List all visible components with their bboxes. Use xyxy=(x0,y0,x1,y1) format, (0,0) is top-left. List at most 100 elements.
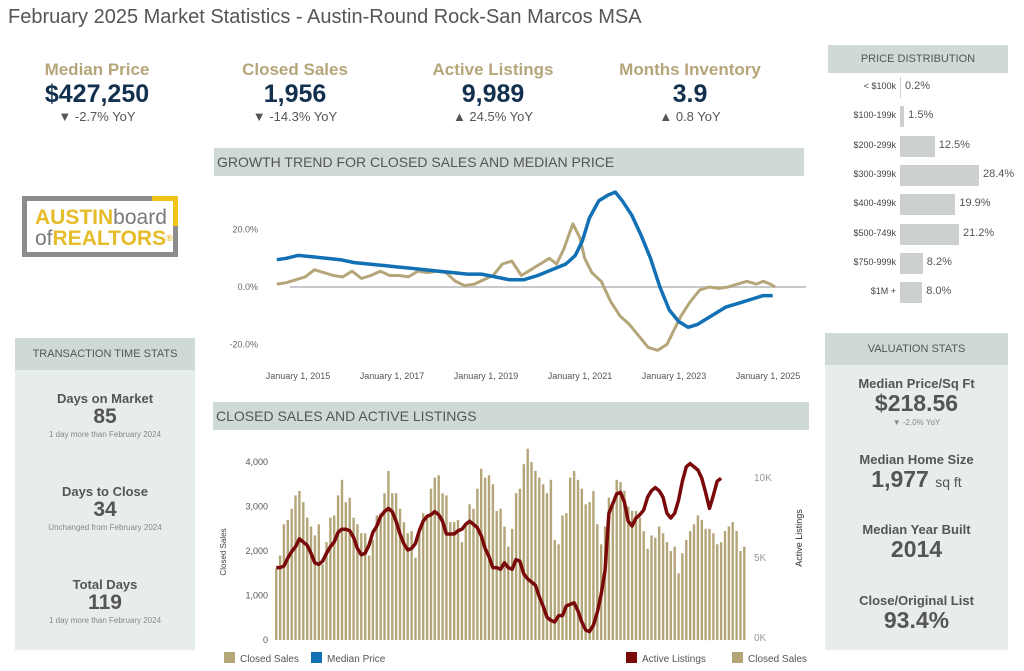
kpi-active-listings: Active Listings 9,989 ▲ 24.5% YoY xyxy=(393,60,593,124)
legend-label: Closed Sales xyxy=(748,654,807,665)
bar-closed-sales xyxy=(576,479,580,640)
bar-closed-sales xyxy=(391,493,394,640)
legend-label: Median Price xyxy=(327,654,386,665)
price-distribution-row: $1M + 8.0% xyxy=(828,282,1008,304)
stat-label: Median Price/Sq Ft xyxy=(858,376,975,391)
bar-closed-sales xyxy=(669,551,672,640)
distribution-bar xyxy=(900,282,923,304)
logo-text: board xyxy=(113,206,167,229)
distribution-bar xyxy=(900,252,923,274)
bar-closed-sales xyxy=(654,537,657,640)
price-distribution-row: $400-499k 19.9% xyxy=(828,194,1008,216)
bar-closed-sales xyxy=(739,551,742,640)
bar-closed-sales xyxy=(681,553,684,640)
kpi-value: $427,250 xyxy=(44,80,150,108)
bar-closed-sales xyxy=(394,493,398,640)
bar-closed-sales xyxy=(313,535,317,640)
stat-median-year-built: Median Year Built 2014 xyxy=(825,522,1008,562)
kpi-label: Closed Sales xyxy=(242,60,348,79)
kpi-median-price: Median Price $427,250 ▼ -2.7% YoY xyxy=(0,60,197,124)
stat-label: Median Home Size xyxy=(859,452,974,467)
austin-board-of-realtors-logo: AUSTINboard ofREALTORS® xyxy=(22,196,178,257)
bar-closed-sales xyxy=(638,517,642,640)
bar-closed-sales xyxy=(464,526,467,640)
stat-median-price-sqft: Median Price/Sq Ft $218.56 ▼ -2.0% YoY xyxy=(825,376,1008,427)
y2-tick-label: 0K xyxy=(754,633,767,644)
bar-closed-sales xyxy=(646,548,649,640)
bar-closed-sales xyxy=(549,479,553,640)
stat-value: 34 xyxy=(93,498,117,521)
distribution-bar xyxy=(900,164,979,186)
distribution-bar xyxy=(900,194,956,216)
bar-closed-sales xyxy=(402,522,406,640)
kpi-months-inventory: Months Inventory 3.9 ▲ 0.8 YoY xyxy=(590,60,790,124)
bar-closed-sales xyxy=(472,508,475,640)
category-label: $1M + xyxy=(870,286,896,297)
bar-closed-sales xyxy=(282,524,286,640)
bar-closed-sales xyxy=(329,517,332,640)
bar-closed-sales xyxy=(367,555,371,640)
stat-unit: sq ft xyxy=(935,474,962,490)
y2-axis-label: Active Listings xyxy=(794,509,804,567)
bar-closed-sales xyxy=(596,524,599,640)
bar-closed-sales xyxy=(336,495,340,640)
stat-value: 93.4% xyxy=(883,607,950,633)
bar-closed-sales xyxy=(727,526,731,640)
category-label: $400-499k xyxy=(853,198,896,209)
category-label: $750-999k xyxy=(853,256,896,267)
kpi-change: ▲ 24.5% YoY xyxy=(452,109,534,124)
stat-label: Days on Market xyxy=(56,391,154,406)
kpi-change: ▲ 0.8 YoY xyxy=(659,109,721,124)
bar-closed-sales xyxy=(735,531,738,640)
bar-closed-sales xyxy=(627,506,630,640)
bar-closed-sales xyxy=(588,502,591,640)
distribution-bar xyxy=(900,106,905,128)
bar-closed-sales xyxy=(572,470,576,640)
bar-closed-sales xyxy=(723,531,727,640)
stat-label: Median Year Built xyxy=(862,522,971,537)
bar-closed-sales xyxy=(352,517,355,640)
legend-closed-sales: Closed Sales xyxy=(224,652,299,665)
bar-closed-sales xyxy=(650,535,653,640)
bar-closed-sales xyxy=(460,542,464,640)
kpi-label: Median Price xyxy=(44,60,150,79)
price-distribution-row: $500-749k 21.2% xyxy=(828,223,1008,245)
bar-closed-sales xyxy=(696,515,700,640)
bar-closed-sales xyxy=(422,513,425,640)
bar-closed-sales xyxy=(429,488,433,640)
price-distribution-row: $300-399k 28.4% xyxy=(828,164,1014,186)
bar-closed-sales xyxy=(453,522,456,640)
y2-tick-label: 5K xyxy=(754,553,767,564)
bar-closed-sales xyxy=(294,495,297,640)
bar-closed-sales xyxy=(731,522,734,640)
bar-closed-sales xyxy=(623,490,626,640)
bar-closed-sales xyxy=(344,502,347,640)
legend-median-price: Median Price xyxy=(311,652,385,665)
stat-value: 85 xyxy=(93,405,117,428)
logo-accent xyxy=(152,196,178,226)
kpi-value: 3.9 xyxy=(672,80,708,108)
y-tick-label: 0.0% xyxy=(237,282,258,292)
stat-total-days: Total Days 119 1 day more than February … xyxy=(15,577,195,625)
bar-closed-sales xyxy=(499,508,502,640)
bar-closed-sales xyxy=(433,477,436,640)
kpi-closed-sales: Closed Sales 1,956 ▼ -14.3% YoY xyxy=(195,60,395,124)
stat-sub: Unchanged from February 2024 xyxy=(48,523,162,532)
bar-closed-sales xyxy=(545,493,549,640)
bar-closed-sales xyxy=(584,504,587,640)
bar-closed-sales xyxy=(561,515,564,640)
bar-closed-sales xyxy=(503,526,506,640)
logo-text: ® xyxy=(166,233,173,243)
bar-closed-sales xyxy=(364,533,367,640)
bar-closed-sales xyxy=(603,526,607,640)
bar-closed-sales xyxy=(607,497,611,640)
bar-closed-sales xyxy=(661,533,665,640)
bar-closed-sales xyxy=(340,479,344,640)
bar-closed-sales xyxy=(290,508,293,640)
bar-closed-sales xyxy=(719,542,723,640)
bar-closed-sales xyxy=(483,477,487,640)
kpi-value: 9,989 xyxy=(461,80,525,108)
logo-text: REALTORS xyxy=(52,227,167,250)
price-distribution-chart: < $100k 0.2% $100-199k 1.5% $200-299k 12.5% $3… xyxy=(828,77,1018,317)
bar-closed-sales xyxy=(480,468,483,640)
